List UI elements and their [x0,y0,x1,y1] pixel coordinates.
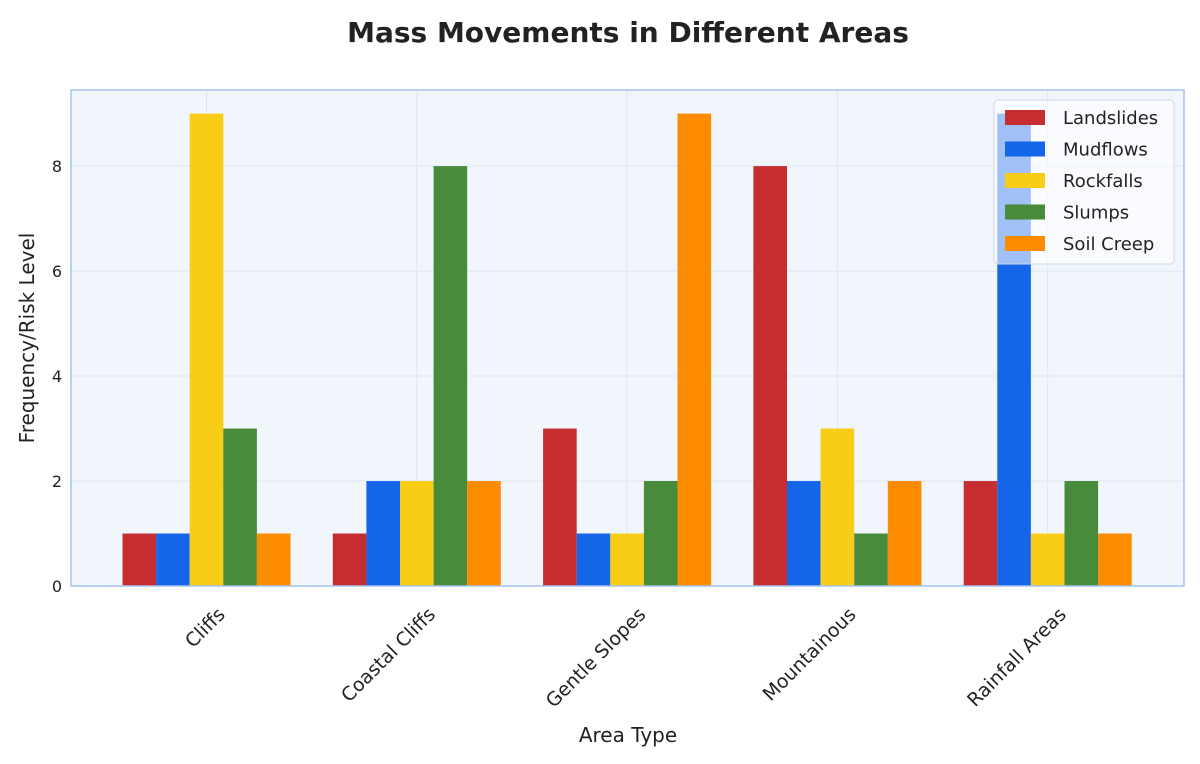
bar [1030,533,1065,586]
bar [189,113,224,586]
bar [1098,533,1132,586]
bar [576,533,611,586]
x-axis-label: Area Type [579,723,677,747]
bar [887,481,922,586]
x-tick-label: Cliffs [181,604,230,653]
bar [643,481,678,586]
bar [610,533,644,586]
legend-label: Soil Creep [1063,234,1154,255]
legend-swatch [1005,110,1045,125]
bar [223,428,257,586]
legend-box [993,99,1175,265]
legend-swatch [1005,141,1045,157]
bar [366,481,400,586]
bar [677,113,712,586]
y-tick-label: 2 [52,472,62,491]
x-tick-label: Mountainous [759,604,861,706]
legend: Landslides Mudflows Rockfalls Slumps Soil Cr… [993,99,1175,265]
legend-label: Mudflows [1063,140,1148,161]
legend-label: Rockfalls [1063,171,1143,192]
bar [1064,481,1099,586]
bar [256,533,291,586]
bar [400,481,434,586]
x-tick-label: Gentle Slopes [542,604,651,713]
y-tick-label: 6 [52,262,62,281]
y-tick-label: 0 [52,577,62,596]
bar [467,481,501,586]
legend-label: Slumps [1063,203,1129,224]
bar [787,481,821,586]
x-tick-label: Rainfall Areas [963,604,1071,712]
legend-label: Landslides [1063,108,1158,129]
bar [332,533,367,586]
plot-frame [70,89,1185,587]
chart-title: Mass Movements in Different Areas [347,16,909,49]
bar [122,533,157,586]
y-axis-label: Frequency/Risk Level [15,233,39,444]
bar [753,166,787,586]
y-axis-ticks: 0 2 4 6 8 [52,157,62,596]
bars [122,113,1132,586]
x-tick-label: Coastal Cliffs [337,604,440,707]
bar [156,533,190,586]
bar [854,533,888,586]
legend-swatch [1005,173,1045,188]
y-tick-label: 8 [52,157,62,176]
bar [543,428,577,586]
x-axis-ticks: Cliffs Coastal Cliffs Gentle Slopes Mountai… [181,604,1071,713]
y-tick-label: 4 [52,367,62,386]
legend-swatch [1005,236,1045,251]
bar [433,166,468,586]
legend-swatch [1005,204,1045,220]
bar [820,428,855,586]
bar [963,481,998,586]
